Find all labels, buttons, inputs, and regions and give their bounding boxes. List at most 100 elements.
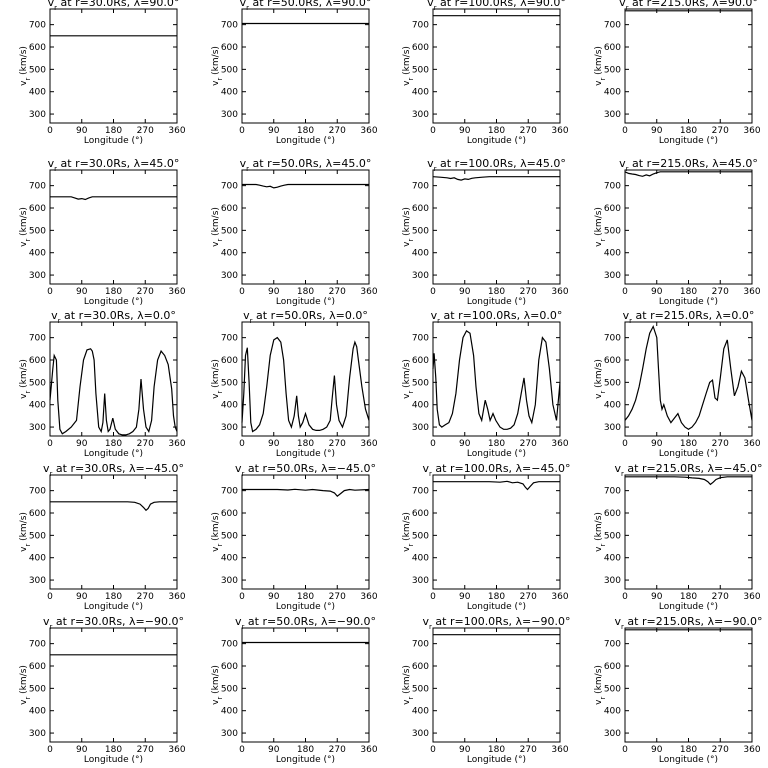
y-axis-label: vr (km/s) <box>594 46 607 86</box>
y-tick-label: 300 <box>221 110 238 120</box>
x-tick-label: 270 <box>712 287 729 297</box>
y-axis-label: vr (km/s) <box>19 46 32 86</box>
x-tick-label: 360 <box>551 439 568 449</box>
plot-frame <box>432 474 561 590</box>
y-tick-label: 600 <box>604 662 621 672</box>
x-tick-label: 360 <box>551 592 568 602</box>
chart-title: vr at r=100.0Rs, λ=45.0° <box>427 157 566 173</box>
x-tick-label: 180 <box>297 592 314 602</box>
y-tick-label: 600 <box>604 356 621 366</box>
x-tick-label: 180 <box>680 126 697 136</box>
series-line <box>242 488 370 498</box>
x-tick-label: 360 <box>743 439 760 449</box>
y-tick-label: 600 <box>412 662 429 672</box>
chart-title: vr at r=50.0Rs, λ=−90.0° <box>235 615 376 631</box>
chart-panel: vr at r=215.0Rs, λ=−90.0° 0 90 180 270 360 300… <box>594 615 763 765</box>
chart-panel: vr at r=100.0Rs, λ=45.0° 0 90 180 270 360 300 4… <box>402 157 569 307</box>
y-tick-label: 400 <box>221 401 238 411</box>
y-tick-label: 400 <box>604 401 621 411</box>
x-tick-label: 180 <box>488 592 505 602</box>
plot-frame <box>241 627 370 743</box>
chart-panel: vr at r=30.0Rs, λ=−90.0° 0 90 180 270 360 300 4… <box>19 615 186 765</box>
x-tick-label: 360 <box>168 745 185 755</box>
y-tick-label: 500 <box>221 684 238 694</box>
plot-frame <box>432 169 561 285</box>
x-tick-label: 360 <box>551 126 568 136</box>
y-tick-label: 600 <box>221 509 238 519</box>
x-axis-label: Longitude (°) <box>467 136 526 146</box>
x-tick-label: 360 <box>743 287 760 297</box>
x-tick-label: 90 <box>268 745 280 755</box>
plot-frame <box>432 627 561 743</box>
y-tick-label: 300 <box>604 423 621 433</box>
chart-panel: vr at r=215.0Rs, λ=0.0° 0 90 180 270 360 300 40… <box>594 309 761 459</box>
plot-frame <box>241 8 370 124</box>
y-tick-label: 700 <box>29 21 46 31</box>
x-tick-label: 360 <box>360 287 377 297</box>
x-tick-label: 360 <box>360 439 377 449</box>
y-tick-label: 300 <box>221 729 238 739</box>
y-axis-label: vr (km/s) <box>19 359 32 399</box>
y-tick-label: 600 <box>221 662 238 672</box>
y-tick-label: 500 <box>29 531 46 541</box>
x-tick-label: 270 <box>520 439 537 449</box>
plot-frame <box>241 474 370 590</box>
x-tick-label: 180 <box>680 287 697 297</box>
y-axis-label: vr (km/s) <box>211 46 224 86</box>
x-tick-label: 180 <box>680 439 697 449</box>
y-tick-label: 700 <box>412 640 429 650</box>
chart-panel: vr at r=50.0Rs, λ=90.0° 0 90 180 270 360 300 40… <box>211 0 378 146</box>
y-tick-label: 500 <box>604 226 621 236</box>
y-axis-label: vr (km/s) <box>402 512 415 552</box>
series-line <box>432 330 561 430</box>
x-tick-label: 90 <box>459 439 471 449</box>
x-tick-label: 360 <box>551 287 568 297</box>
x-tick-label: 90 <box>76 439 88 449</box>
y-tick-label: 600 <box>412 204 429 214</box>
chart-title: vr at r=30.0Rs, λ=90.0° <box>48 0 180 12</box>
chart-panel: vr at r=30.0Rs, λ=−45.0° 0 90 180 270 360 300 4… <box>19 462 186 612</box>
y-tick-label: 300 <box>221 576 238 586</box>
x-tick-label: 270 <box>520 287 537 297</box>
x-tick-label: 270 <box>329 439 346 449</box>
x-tick-label: 270 <box>329 745 346 755</box>
y-tick-label: 700 <box>29 640 46 650</box>
chart-panel: vr at r=50.0Rs, λ=0.0° 0 90 180 270 360 300 400… <box>211 309 378 459</box>
x-tick-label: 360 <box>168 126 185 136</box>
x-tick-label: 360 <box>360 745 377 755</box>
y-tick-label: 300 <box>412 271 429 281</box>
x-tick-label: 90 <box>651 287 663 297</box>
chart-title: vr at r=50.0Rs, λ=90.0° <box>240 0 372 12</box>
x-axis-label: Longitude (°) <box>84 449 143 459</box>
chart-title: vr at r=50.0Rs, λ=0.0° <box>243 309 368 325</box>
x-tick-label: 90 <box>268 126 280 136</box>
x-axis-label: Longitude (°) <box>467 602 526 612</box>
y-tick-label: 700 <box>604 640 621 650</box>
chart-panel: vr at r=100.0Rs, λ=0.0° 0 90 180 270 360 300 40… <box>402 309 569 459</box>
y-tick-label: 300 <box>29 729 46 739</box>
y-tick-label: 500 <box>412 684 429 694</box>
y-tick-label: 400 <box>29 707 46 717</box>
x-axis-label: Longitude (°) <box>84 602 143 612</box>
x-tick-label: 90 <box>651 592 663 602</box>
x-tick-label: 180 <box>488 439 505 449</box>
series-line <box>624 171 752 177</box>
y-tick-label: 600 <box>412 509 429 519</box>
y-tick-label: 700 <box>604 182 621 192</box>
x-tick-label: 0 <box>622 592 628 602</box>
x-tick-label: 180 <box>488 287 505 297</box>
x-tick-label: 360 <box>743 745 760 755</box>
y-axis-label: vr (km/s) <box>19 207 32 247</box>
y-tick-label: 400 <box>412 249 429 259</box>
x-tick-label: 0 <box>47 126 53 136</box>
plot-frame <box>624 627 753 743</box>
x-tick-label: 270 <box>712 592 729 602</box>
x-tick-label: 0 <box>622 745 628 755</box>
x-tick-label: 360 <box>743 126 760 136</box>
x-tick-label: 0 <box>239 439 245 449</box>
y-axis-label: vr (km/s) <box>211 665 224 705</box>
x-tick-label: 180 <box>488 745 505 755</box>
y-tick-label: 400 <box>221 554 238 564</box>
chart-panel: vr at r=50.0Rs, λ=−45.0° 0 90 180 270 360 300 4… <box>211 462 378 612</box>
x-tick-label: 90 <box>459 592 471 602</box>
